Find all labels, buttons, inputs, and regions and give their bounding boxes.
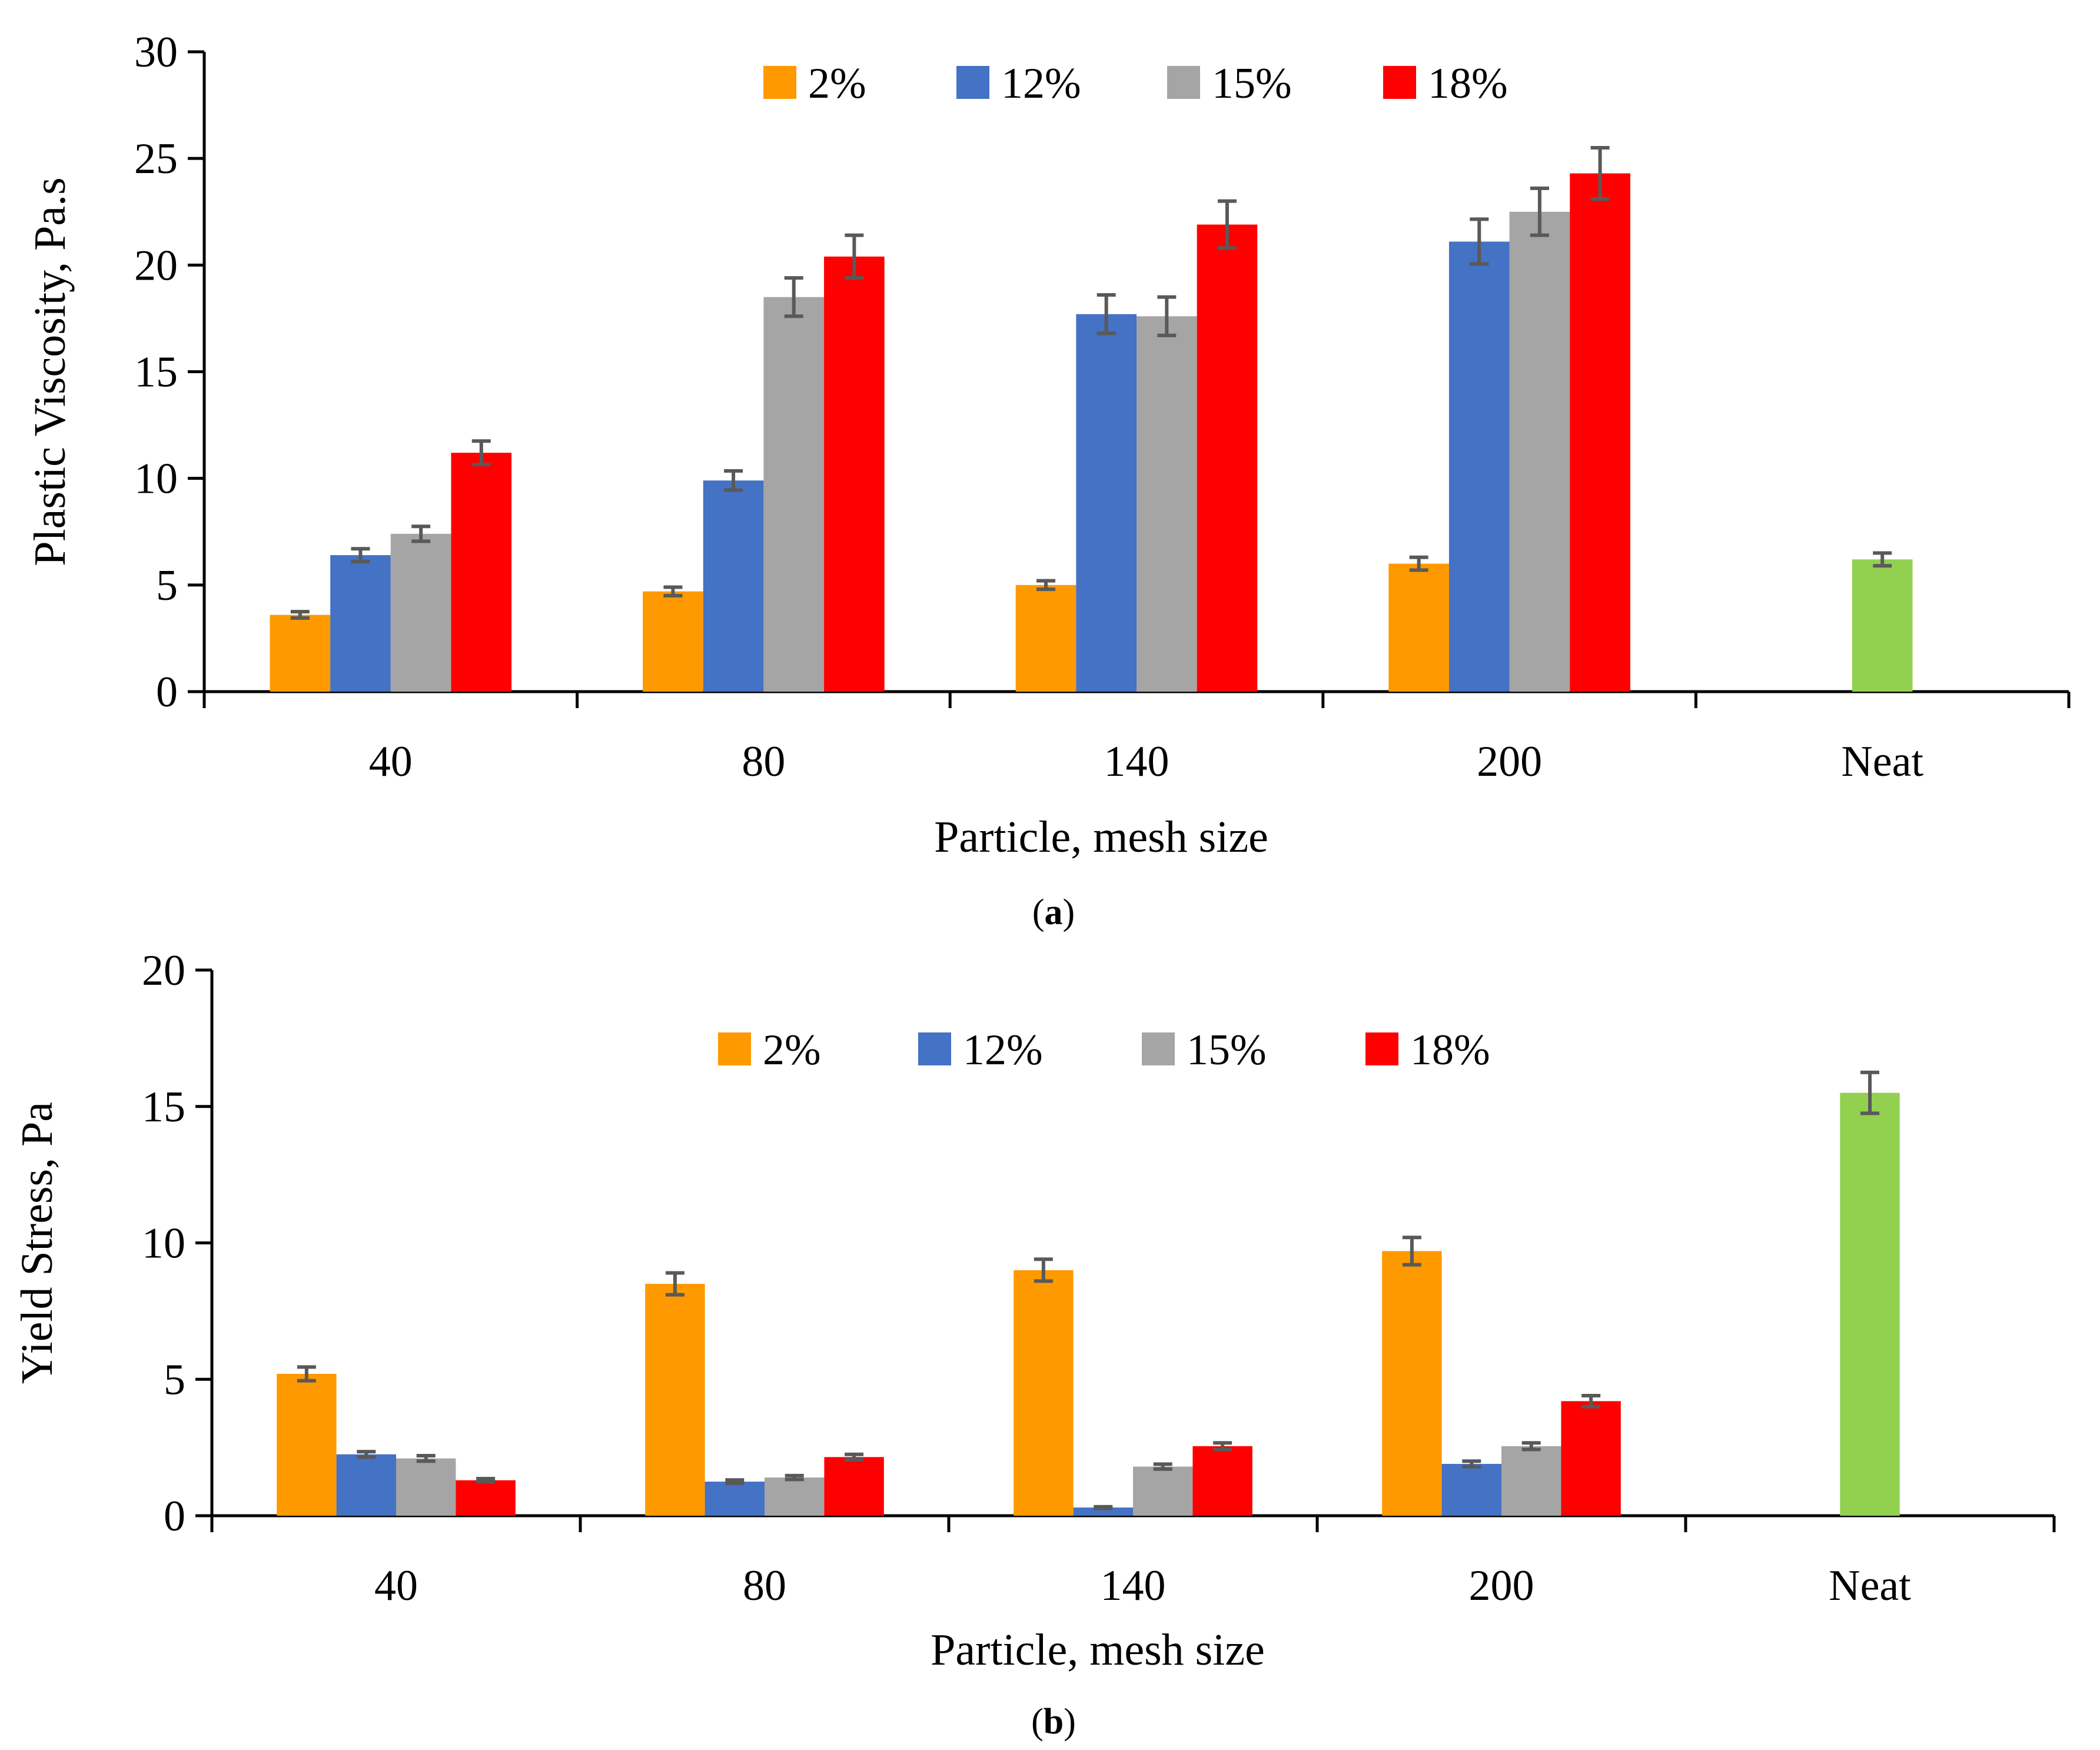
legend-swatch <box>1142 1032 1175 1065</box>
bar <box>330 555 391 692</box>
bar <box>451 453 512 692</box>
legend-swatch <box>1383 66 1416 99</box>
bar <box>277 1373 337 1516</box>
x-category-label: 40 <box>374 1562 418 1610</box>
y-tick-label: 20 <box>134 241 178 290</box>
legend-label: 18% <box>1428 59 1508 108</box>
legend-label: 18% <box>1410 1026 1490 1074</box>
bar <box>645 1284 705 1516</box>
bar <box>1137 316 1197 692</box>
bar <box>1192 1446 1252 1516</box>
bar <box>824 1457 884 1516</box>
x-axis-title: Particle, mesh size <box>934 812 1268 862</box>
y-axis-title: Yield Stress, Pa <box>12 1102 62 1384</box>
legend: 2% 12% 15% 18% <box>718 1026 1490 1074</box>
caption-close-paren: ) <box>1063 892 1075 932</box>
legend-label: 2% <box>763 1026 821 1074</box>
bar <box>1014 1270 1074 1516</box>
bar <box>703 480 764 692</box>
bar <box>1197 224 1258 692</box>
legend-label: 15% <box>1187 1026 1267 1074</box>
y-tick-label: 10 <box>142 1220 185 1268</box>
caption-letter: a <box>1045 892 1063 932</box>
legend-swatch <box>918 1032 951 1065</box>
y-tick-label: 15 <box>142 1083 185 1131</box>
legend-swatch <box>1167 66 1200 99</box>
y-tick-label: 5 <box>156 562 178 610</box>
bar <box>1840 1092 1900 1516</box>
legend-label: 12% <box>1001 59 1081 108</box>
bar <box>270 615 331 692</box>
y-tick-label: 5 <box>164 1356 185 1404</box>
bar <box>643 591 703 692</box>
bar <box>705 1482 765 1516</box>
x-category-label: 40 <box>369 738 413 786</box>
x-category-label: 200 <box>1477 738 1542 786</box>
bar <box>1388 563 1449 692</box>
y-tick-label: 0 <box>164 1492 185 1540</box>
bar <box>763 297 825 692</box>
bar <box>1015 585 1076 692</box>
x-category-label: 80 <box>743 1562 786 1610</box>
panel-caption: (a) <box>1032 892 1075 932</box>
x-category-label: Neat <box>1841 738 1923 786</box>
legend-swatch <box>956 66 989 99</box>
y-tick-label: 20 <box>142 947 185 995</box>
bar <box>1509 211 1570 692</box>
legend-swatch <box>718 1032 751 1065</box>
panel-caption: (b) <box>1031 1702 1076 1742</box>
y-tick-label: 10 <box>134 455 178 503</box>
bar <box>1073 1507 1133 1516</box>
caption-open-paren: ( <box>1031 1702 1044 1742</box>
bar <box>1448 241 1510 692</box>
x-category-label: 80 <box>742 738 785 786</box>
bar <box>390 533 451 692</box>
bar <box>1561 1401 1621 1516</box>
y-axis-title: Plastic Viscosity, Pa.s <box>25 177 75 566</box>
caption-open-paren: ( <box>1032 892 1045 932</box>
bar <box>1076 314 1137 692</box>
bar <box>1570 173 1630 692</box>
bar <box>396 1458 456 1516</box>
legend: 2% 12% 15% 18% <box>763 59 1508 108</box>
bar <box>1382 1251 1442 1516</box>
x-category-label: 140 <box>1101 1562 1166 1610</box>
bar <box>1852 559 1913 692</box>
bar <box>1133 1466 1193 1516</box>
y-tick-label: 30 <box>134 28 178 77</box>
legend-label: 15% <box>1212 59 1292 108</box>
legend-swatch <box>763 66 796 99</box>
caption-letter: b <box>1044 1702 1064 1742</box>
caption-close-paren: ) <box>1064 1702 1076 1742</box>
bar <box>1441 1463 1501 1516</box>
y-tick-label: 25 <box>134 135 178 183</box>
bar <box>765 1477 825 1516</box>
bar <box>336 1454 396 1516</box>
legend-label: 2% <box>808 59 866 108</box>
x-category-label: 140 <box>1104 738 1169 786</box>
legend-swatch <box>1365 1032 1398 1065</box>
x-category-label: Neat <box>1829 1562 1911 1610</box>
bar <box>456 1480 516 1516</box>
chart-yield-stress: 0 5 10 15 20 40 80 140 200 Neat 2% 12% 15% 18% Particl… <box>12 947 2056 1742</box>
y-tick-label: 0 <box>156 668 178 716</box>
x-category-label: 200 <box>1469 1562 1534 1610</box>
bar <box>824 256 885 692</box>
x-axis-title: Particle, mesh size <box>931 1625 1265 1675</box>
legend-label: 12% <box>963 1026 1043 1074</box>
y-tick-label: 15 <box>134 348 178 397</box>
bar <box>1501 1446 1561 1516</box>
chart-plastic-viscosity: 0 5 10 15 20 25 30 40 80 140 200 Neat 2% 12% 15% 18% Par… <box>25 28 2071 932</box>
